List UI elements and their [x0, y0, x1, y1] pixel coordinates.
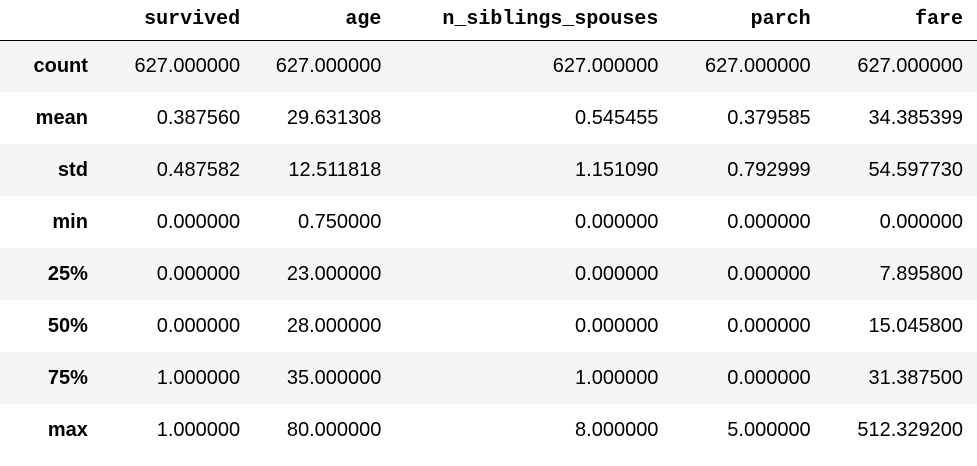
table-cell: 1.000000 [156, 418, 241, 441]
table-cell: 34.385399 [868, 106, 963, 129]
table-row: 75% 1.000000 35.000000 1.000000 0.000000… [0, 352, 977, 404]
table-cell: 29.631308 [286, 106, 382, 129]
row-label: max [47, 418, 88, 441]
table-row: max 1.000000 80.000000 8.000000 5.000000… [0, 404, 977, 456]
table-cell: 627.000000 [134, 54, 241, 77]
table-cell: 627.000000 [857, 54, 963, 77]
table-cell: 28.000000 [286, 314, 382, 337]
table-cell: 80.000000 [286, 418, 382, 441]
table-cell: 0.792999 [727, 158, 811, 181]
column-header-survived: survived [101, 0, 255, 41]
row-label: 75% [47, 366, 88, 389]
table-cell: 5.000000 [727, 418, 811, 441]
table-row: 50% 0.000000 28.000000 0.000000 0.000000… [0, 300, 977, 352]
table-cell: 0.545455 [575, 106, 659, 129]
table-cell: 0.000000 [879, 210, 963, 233]
column-header-fare: fare [824, 0, 977, 41]
table-cell: 627.000000 [275, 54, 382, 77]
table-cell: 1.151090 [575, 158, 659, 181]
table-cell: 31.387500 [868, 366, 963, 389]
column-header-parch: parch [672, 0, 825, 41]
row-label: std [57, 158, 88, 181]
row-label: min [52, 210, 88, 233]
table-cell: 627.000000 [705, 54, 811, 77]
table-cell: 0.000000 [727, 366, 811, 389]
table-cell: 7.895800 [879, 262, 963, 285]
table-cell: 0.000000 [727, 314, 811, 337]
row-label: 50% [47, 314, 88, 337]
table-cell: 0.387560 [156, 106, 241, 129]
table-cell: 627.000000 [552, 54, 659, 77]
table-cell: 0.000000 [727, 210, 811, 233]
describe-table: survived age n_siblings_spouses parch fa… [0, 0, 977, 456]
table-cell: 0.000000 [156, 262, 241, 285]
table-cell: 512.329200 [857, 418, 963, 441]
table-cell: 54.597730 [868, 158, 963, 181]
column-header-age: age [254, 0, 396, 41]
table-cell: 15.045800 [868, 314, 963, 337]
table-cell: 0.000000 [156, 314, 241, 337]
table-cell: 0.750000 [297, 210, 382, 233]
header-corner [0, 0, 102, 41]
table-row: 25% 0.000000 23.000000 0.000000 0.000000… [0, 248, 977, 300]
table-cell: 0.000000 [575, 262, 659, 285]
table-cell: 1.000000 [156, 366, 241, 389]
table-header: survived age n_siblings_spouses parch fa… [0, 0, 977, 41]
row-label: count [33, 54, 88, 77]
table-cell: 12.511818 [288, 158, 382, 181]
table-row: min 0.000000 0.750000 0.000000 0.000000 … [0, 196, 977, 248]
table-cell: 0.000000 [575, 210, 659, 233]
table-cell: 1.000000 [575, 366, 659, 389]
table-cell: 0.000000 [156, 210, 241, 233]
header-row: survived age n_siblings_spouses parch fa… [0, 0, 977, 41]
table-cell: 8.000000 [575, 418, 659, 441]
table-cell: 23.000000 [286, 262, 382, 285]
row-label: 25% [47, 262, 88, 285]
row-label: mean [35, 106, 88, 129]
table-row: count 627.000000 627.000000 627.000000 6… [0, 40, 977, 92]
table-cell: 0.000000 [727, 262, 811, 285]
table-cell: 0.487582 [156, 158, 241, 181]
table-cell: 35.000000 [286, 366, 382, 389]
table-cell: 0.379585 [727, 106, 811, 129]
table-row: mean 0.387560 29.631308 0.545455 0.37958… [0, 92, 977, 144]
column-header-n-siblings-spouses: n_siblings_spouses [395, 0, 673, 41]
table-cell: 0.000000 [575, 314, 659, 337]
table-row: std 0.487582 12.511818 1.151090 0.792999… [0, 144, 977, 196]
table-body: count 627.000000 627.000000 627.000000 6… [0, 40, 977, 456]
